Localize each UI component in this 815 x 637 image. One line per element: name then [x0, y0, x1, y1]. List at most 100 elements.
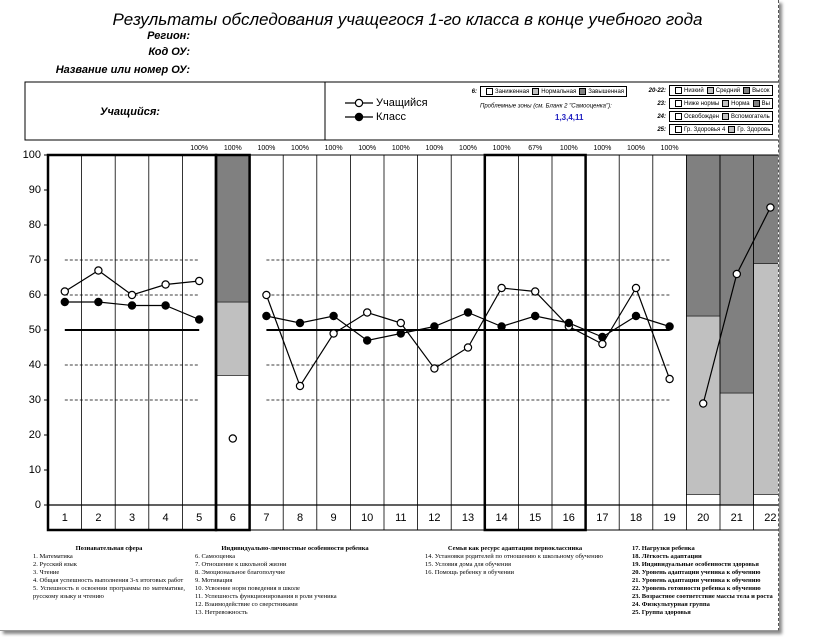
series-marker: [94, 266, 103, 275]
series-marker: [127, 301, 137, 310]
zone-swatch: [722, 113, 729, 120]
series-marker: [161, 280, 170, 289]
series-marker: [295, 318, 305, 328]
group-box: [214, 153, 251, 532]
zone-key: 24:: [657, 113, 666, 120]
stack-bar: [215, 154, 250, 303]
series-marker: [699, 399, 708, 408]
x-tick-label: 1: [62, 512, 68, 524]
x-tick-label: 21: [731, 512, 743, 524]
problem-zones: 1,3,4,11: [555, 113, 584, 122]
y-tick-label: 20: [29, 429, 41, 441]
x-tick-label: 7: [263, 512, 269, 524]
series-marker: [228, 434, 237, 443]
series-marker: [329, 329, 338, 338]
footnote-item: 15. Условия дома для обучения: [425, 561, 511, 568]
y-tick-label: 90: [29, 184, 41, 196]
footnote-item: 9. Мотивация: [195, 577, 233, 584]
x-tick-label: 6: [230, 512, 236, 524]
x-tick-label: 17: [596, 512, 608, 524]
zone-item: Освобожден: [684, 113, 719, 120]
legend-marker: [354, 98, 364, 108]
x-tick-label: 4: [163, 512, 169, 524]
zone-swatch: [675, 126, 682, 133]
footnote-item: 14. Установки родителей по отношению к ш…: [425, 553, 603, 560]
x-tick-label: 13: [462, 512, 474, 524]
zone-box: Ниже нормы Норма Вы: [669, 98, 773, 109]
footnote-item: 6. Самооценка: [195, 553, 236, 560]
top-label: 100%: [190, 145, 208, 152]
zone-row: 20-22: Низкий Средний Высок: [630, 85, 773, 96]
footnote-item: 20. Уровень адаптации ученика к обучению: [632, 569, 761, 576]
y-tick-label: 30: [29, 394, 41, 406]
series-marker: [60, 297, 70, 307]
top-label: 100%: [224, 145, 242, 152]
footnote-item: 2. Русский язык: [33, 561, 77, 568]
series-marker: [94, 297, 103, 307]
zone-row: 25: Гр. Здоровья 4 Гр. Здоровь: [630, 124, 774, 135]
chart: Учащийся: Проблемные зоны (см. Бланк 2 "…: [23, 81, 778, 532]
series-marker: [598, 339, 607, 349]
zone-swatch: [675, 87, 682, 94]
series-marker: [631, 283, 641, 293]
series-marker: [60, 287, 70, 296]
footnote-item: 10. Усвоение норм поведения в школе: [195, 585, 300, 592]
group-box: [483, 153, 587, 532]
zone-swatch: [706, 87, 714, 94]
series-marker: [194, 315, 204, 324]
top-label: 100%: [627, 145, 645, 152]
footnote-item: 12. Взаимодействие со сверстниками: [195, 601, 298, 608]
zone-key: 23:: [657, 100, 666, 107]
series-marker: [732, 269, 742, 279]
footnote-column: 17. Нагрузки ребенка 18. Лёгкость адаптац…: [632, 545, 778, 617]
x-tick-label: 16: [563, 512, 575, 524]
series-marker: [295, 381, 305, 391]
footnote-item: 19. Индивидуальные особенности здоровья: [632, 561, 759, 568]
footnote-item: 4. Общая успешность выполнения 3-х итого…: [33, 577, 184, 584]
legend-marker: [354, 112, 364, 122]
stack-bar: [215, 301, 250, 376]
footnote-item: 24. Физкультурная группа: [632, 601, 710, 608]
top-label: 100%: [392, 145, 410, 152]
zone-item: Средний: [715, 87, 741, 94]
x-tick-label: 10: [361, 512, 373, 524]
zone-item: Норма: [731, 100, 750, 107]
series-marker: [161, 301, 170, 310]
zone-box: Гр. Здоровья 4 Гр. Здоровь: [669, 124, 774, 135]
x-tick-label: 22: [764, 512, 776, 524]
zone-item: Нормальная: [541, 88, 577, 95]
zone-row: 23: Ниже нормы Норма Вы: [630, 98, 773, 109]
x-tick-label: 15: [529, 512, 541, 524]
zone-box: Заниженная Нормальная Завышенная: [480, 86, 628, 97]
zone-swatch: [728, 126, 736, 133]
y-tick-label: 60: [29, 289, 41, 301]
zone-item: Заниженная: [495, 88, 530, 95]
zone-item: Вспомогатель: [731, 113, 770, 120]
series-marker: [531, 287, 540, 296]
footnote-item: 17. Нагрузки ребенка: [632, 545, 695, 552]
zone-swatch: [579, 88, 587, 95]
zone-key: 6:: [471, 88, 477, 95]
y-tick-label: 40: [29, 359, 41, 371]
series-marker: [396, 318, 405, 328]
x-tick-label: 5: [196, 512, 202, 524]
series-marker: [497, 283, 506, 293]
x-tick-label: 8: [297, 512, 303, 524]
zone-swatch: [752, 100, 760, 107]
zone-swatch: [722, 100, 730, 107]
footnote-item: 3. Чтение: [33, 569, 60, 576]
header-field: Название или номер ОУ:: [55, 64, 190, 76]
top-label: 100%: [560, 145, 578, 152]
top-label: 100%: [325, 145, 343, 152]
top-label: 100%: [425, 145, 443, 152]
series-marker: [497, 322, 506, 331]
zone-row: 24: Освобожден Вспомогатель: [630, 111, 773, 122]
top-label: 100%: [257, 145, 275, 152]
title: Результаты обследования учащегося 1-го к…: [112, 10, 703, 29]
zone-box: Низкий Средний Высок: [669, 85, 773, 96]
top-label: 100%: [459, 145, 477, 152]
stack-bar: [753, 494, 778, 506]
footnote-item: 8. Эмоциональное благополучие: [195, 569, 286, 576]
footnote-heading: Познавательная сфера: [75, 545, 143, 552]
